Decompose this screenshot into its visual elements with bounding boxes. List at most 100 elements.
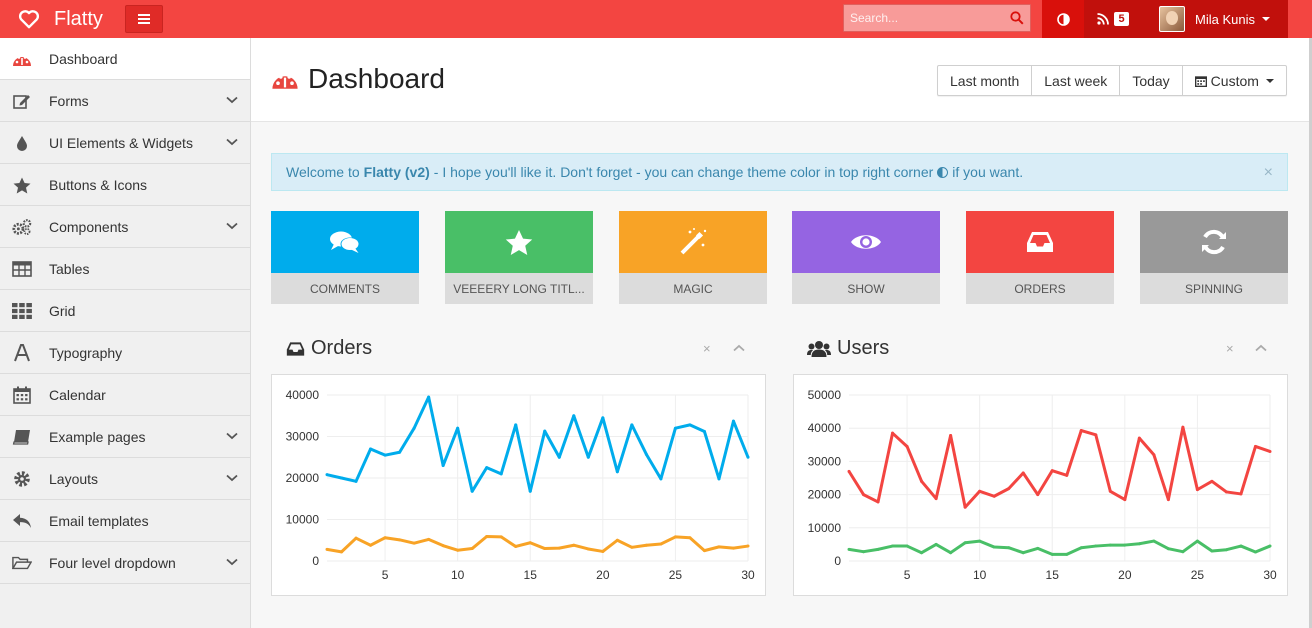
data-point	[615, 538, 619, 542]
data-point	[499, 472, 503, 476]
data-point	[905, 544, 909, 548]
data-point	[456, 548, 460, 552]
sidebar-item-dashboard[interactable]: Dashboard	[0, 38, 250, 80]
chevron-down-icon	[226, 558, 238, 566]
data-point	[412, 541, 416, 545]
sidebar-item-ui-elements[interactable]: UI Elements & Widgets	[0, 122, 250, 164]
sidebar-item-email-templates[interactable]: Email templates	[0, 500, 250, 542]
data-point	[1181, 550, 1185, 554]
x-tick-label: 30	[741, 568, 755, 582]
page-title: Dashboard	[271, 63, 445, 95]
alert-close-button[interactable]: ×	[1263, 164, 1273, 181]
data-point	[528, 489, 532, 493]
data-point	[470, 547, 474, 551]
x-tick-label: 25	[1191, 568, 1205, 582]
data-point	[659, 542, 663, 546]
sidebar-item-tables[interactable]: Tables	[0, 248, 250, 290]
tile-label: SPINNING	[1140, 273, 1288, 304]
sidebar-item-example-pages[interactable]: Example pages	[0, 416, 250, 458]
tile-magic[interactable]: MAGIC	[619, 211, 767, 304]
brand[interactable]: Flatty	[18, 0, 103, 38]
tint-icon	[12, 133, 32, 153]
x-tick-label: 20	[1118, 568, 1132, 582]
sidebar-item-grid[interactable]: Grid	[0, 290, 250, 332]
chevron-up-icon[interactable]	[733, 344, 745, 352]
orders-chart-box: 0 10000 20000 30000 40000 5 10 15 20 25 30	[271, 374, 766, 596]
tile-orders[interactable]: ORDERS	[966, 211, 1114, 304]
sidebar-item-label: UI Elements & Widgets	[49, 134, 193, 151]
data-point	[1123, 543, 1127, 547]
search-icon[interactable]	[1010, 11, 1024, 25]
custom-range-label: Custom	[1210, 72, 1259, 89]
theme-switcher-button[interactable]	[1042, 0, 1084, 38]
sidebar-toggle-button[interactable]	[125, 5, 163, 33]
sidebar-item-forms[interactable]: Forms	[0, 80, 250, 122]
sidebar-item-four-level-dropdown[interactable]: Four level dropdown	[0, 542, 250, 584]
tile-long-title[interactable]: VEEEERY LONG TITL...	[445, 211, 593, 304]
y-tick-label: 10000	[286, 513, 320, 527]
alert-suffix: if you want.	[952, 164, 1024, 180]
alert-text: - I hope you'll like it. Don't forget - …	[433, 164, 934, 180]
data-point	[1036, 546, 1040, 550]
data-point	[427, 395, 431, 399]
last-month-button[interactable]: Last month	[938, 66, 1033, 95]
sidebar-item-buttons-icons[interactable]: Buttons & Icons	[0, 164, 250, 206]
chevron-up-icon[interactable]	[1255, 344, 1267, 352]
data-point	[949, 434, 953, 438]
star-icon	[505, 229, 533, 255]
adjust-icon	[937, 166, 949, 178]
data-point	[746, 544, 750, 548]
data-point	[673, 426, 677, 430]
last-week-button[interactable]: Last week	[1032, 66, 1121, 95]
chevron-down-icon	[226, 138, 238, 146]
rss-count-badge: 5	[1114, 12, 1129, 26]
orders-panel-title: Orders	[286, 337, 372, 360]
sidebar-item-components[interactable]: Components	[0, 206, 250, 248]
data-point	[1123, 498, 1127, 502]
avatar	[1159, 6, 1185, 32]
tile-comments[interactable]: COMMENTS	[271, 211, 419, 304]
user-menu[interactable]: Mila Kunis	[1142, 0, 1288, 38]
data-point	[354, 536, 358, 540]
data-point	[586, 455, 590, 459]
data-point	[601, 416, 605, 420]
sidebar-item-calendar[interactable]: Calendar	[0, 374, 250, 416]
sidebar-item-label: Dashboard	[49, 50, 118, 67]
x-tick-label: 25	[669, 568, 683, 582]
data-point	[325, 547, 329, 551]
page-scrollbar[interactable]	[1309, 38, 1312, 628]
custom-range-button[interactable]: Custom	[1183, 66, 1286, 95]
data-point	[1181, 425, 1185, 429]
main-content: Dashboard Last month Last week Today Cus…	[251, 38, 1312, 628]
data-point	[1253, 444, 1257, 448]
inbox-icon	[286, 341, 305, 356]
sidebar-item-layouts[interactable]: Layouts	[0, 458, 250, 500]
tile-icon-area	[619, 211, 767, 273]
data-point	[978, 489, 982, 493]
tile-show[interactable]: SHOW	[792, 211, 940, 304]
data-point	[862, 550, 866, 554]
tile-label: SHOW	[792, 273, 940, 304]
tile-label: ORDERS	[966, 273, 1114, 304]
today-button[interactable]: Today	[1120, 66, 1183, 95]
data-point	[934, 542, 938, 546]
data-point	[325, 473, 329, 477]
data-point	[1224, 548, 1228, 552]
caret-down-icon	[1265, 78, 1274, 83]
sidebar-item-label: Calendar	[49, 386, 106, 403]
sidebar-item-typography[interactable]: Typography	[0, 332, 250, 374]
users-title-text: Users	[837, 337, 890, 359]
tile-spinning[interactable]: SPINNING	[1140, 211, 1288, 304]
orders-close-button[interactable]: ×	[703, 341, 711, 356]
data-point	[934, 497, 938, 501]
data-point	[1152, 539, 1156, 543]
cog-icon	[12, 469, 32, 489]
tile-label: VEEEERY LONG TITL...	[445, 273, 593, 304]
bars-icon	[138, 14, 150, 24]
data-point	[427, 537, 431, 541]
rss-button[interactable]: 5	[1084, 0, 1142, 38]
data-point	[688, 536, 692, 540]
search-input[interactable]	[844, 5, 1004, 31]
y-tick-label: 0	[834, 554, 841, 568]
users-close-button[interactable]: ×	[1226, 341, 1234, 356]
